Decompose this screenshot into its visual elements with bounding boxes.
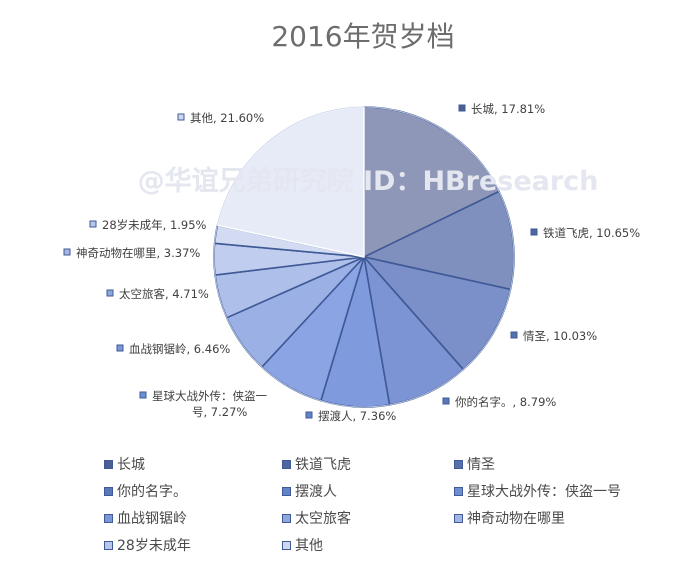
data-label-marker-1 bbox=[530, 228, 538, 236]
data-label-3: 你的名字。, 8.79% bbox=[442, 395, 556, 409]
data-label-2: 情圣, 10.03% bbox=[510, 329, 597, 343]
data-label-marker-7 bbox=[106, 289, 114, 297]
legend-label-1: 铁道飞虎 bbox=[295, 457, 351, 473]
legend-item-6: 血战钢锯岭 bbox=[104, 508, 187, 530]
data-label-text-10-0: 其他, 21.60% bbox=[190, 111, 264, 125]
data-label-9: 28岁未成年, 1.95% bbox=[89, 218, 207, 232]
legend-label-3: 你的名字。 bbox=[117, 484, 187, 500]
data-label-marker-6 bbox=[116, 344, 124, 352]
legend-label-6: 血战钢锯岭 bbox=[117, 511, 187, 527]
legend-swatch-8 bbox=[454, 513, 463, 523]
legend-swatch-10 bbox=[282, 540, 291, 550]
legend-label-4: 摆渡人 bbox=[295, 484, 337, 500]
data-label-text-9-0: 28岁未成年, 1.95% bbox=[102, 218, 207, 232]
data-label-1: 铁道飞虎, 10.65% bbox=[530, 226, 640, 240]
data-label-10: 其他, 21.60% bbox=[177, 111, 264, 125]
data-label-7: 太空旅客, 4.71% bbox=[106, 287, 209, 301]
legend-item-7: 太空旅客 bbox=[282, 508, 351, 530]
legend-item-2: 情圣 bbox=[454, 454, 495, 476]
data-label-marker-4 bbox=[305, 411, 313, 419]
legend-label-8: 神奇动物在哪里 bbox=[467, 511, 565, 527]
data-label-marker-10 bbox=[177, 113, 185, 121]
legend-swatch-5 bbox=[454, 486, 463, 496]
data-label-marker-0 bbox=[458, 104, 466, 112]
watermark: @华谊兄弟研究院 ID：HBresearch bbox=[138, 165, 599, 197]
legend-swatch-6 bbox=[104, 513, 113, 523]
pie-outline bbox=[213, 106, 515, 408]
legend-item-9: 28岁未成年 bbox=[104, 535, 191, 557]
legend-item-10: 其他 bbox=[282, 535, 323, 557]
data-label-text-7-0: 太空旅客, 4.71% bbox=[119, 287, 209, 301]
pie-slices bbox=[213, 106, 515, 408]
data-label-text-6-0: 血战钢锯岭, 6.46% bbox=[129, 342, 230, 356]
data-label-text-5-0: 星球大战外传：侠盗一 bbox=[152, 389, 267, 403]
data-label-text-1-0: 铁道飞虎, 10.65% bbox=[543, 226, 640, 240]
legend-label-7: 太空旅客 bbox=[295, 511, 351, 527]
legend-swatch-7 bbox=[282, 513, 291, 523]
legend-label-10: 其他 bbox=[295, 538, 323, 554]
legend-swatch-1 bbox=[282, 459, 291, 469]
data-label-text-2-0: 情圣, 10.03% bbox=[523, 329, 597, 343]
data-label-marker-3 bbox=[442, 397, 450, 405]
legend-label-2: 情圣 bbox=[467, 457, 495, 473]
legend-item-1: 铁道飞虎 bbox=[282, 454, 351, 476]
legend-item-8: 神奇动物在哪里 bbox=[454, 508, 565, 530]
legend-swatch-2 bbox=[454, 459, 463, 469]
legend-label-0: 长城 bbox=[117, 457, 145, 473]
data-label-marker-9 bbox=[89, 220, 97, 228]
legend-label-9: 28岁未成年 bbox=[117, 538, 191, 554]
legend-item-0: 长城 bbox=[104, 454, 145, 476]
data-label-marker-5 bbox=[139, 391, 147, 399]
legend-swatch-4 bbox=[282, 486, 291, 496]
legend-item-5: 星球大战外传：侠盗一号 bbox=[454, 481, 621, 503]
data-label-text-4-0: 摆渡人, 7.36% bbox=[318, 409, 396, 423]
legend-swatch-9 bbox=[104, 540, 113, 550]
legend-item-4: 摆渡人 bbox=[282, 481, 337, 503]
legend-item-3: 你的名字。 bbox=[104, 481, 187, 503]
data-labels: 长城, 17.81% 铁道飞虎, 10.65% 情圣, 10.03% 你的名字。, 8… bbox=[63, 102, 640, 423]
legend-swatch-0 bbox=[104, 459, 113, 469]
data-label-0: 长城, 17.81% bbox=[458, 102, 545, 116]
data-label-marker-8 bbox=[63, 248, 71, 256]
data-label-text-0-0: 长城, 17.81% bbox=[471, 102, 545, 116]
legend-label-5: 星球大战外传：侠盗一号 bbox=[467, 484, 621, 500]
data-label-text-3-0: 你的名字。, 8.79% bbox=[455, 395, 556, 409]
data-label-text-8-0: 神奇动物在哪里, 3.37% bbox=[76, 246, 200, 260]
data-label-marker-2 bbox=[510, 331, 518, 339]
data-label-4: 摆渡人, 7.36% bbox=[305, 409, 396, 423]
data-label-8: 神奇动物在哪里, 3.37% bbox=[63, 246, 200, 260]
data-label-5: 星球大战外传：侠盗一号, 7.27% bbox=[139, 389, 267, 419]
chart-title: 2016年贺岁档 bbox=[271, 20, 454, 53]
data-label-text-5-1: 号, 7.27% bbox=[192, 405, 247, 419]
legend-swatch-3 bbox=[104, 486, 113, 496]
data-label-6: 血战钢锯岭, 6.46% bbox=[116, 342, 230, 356]
